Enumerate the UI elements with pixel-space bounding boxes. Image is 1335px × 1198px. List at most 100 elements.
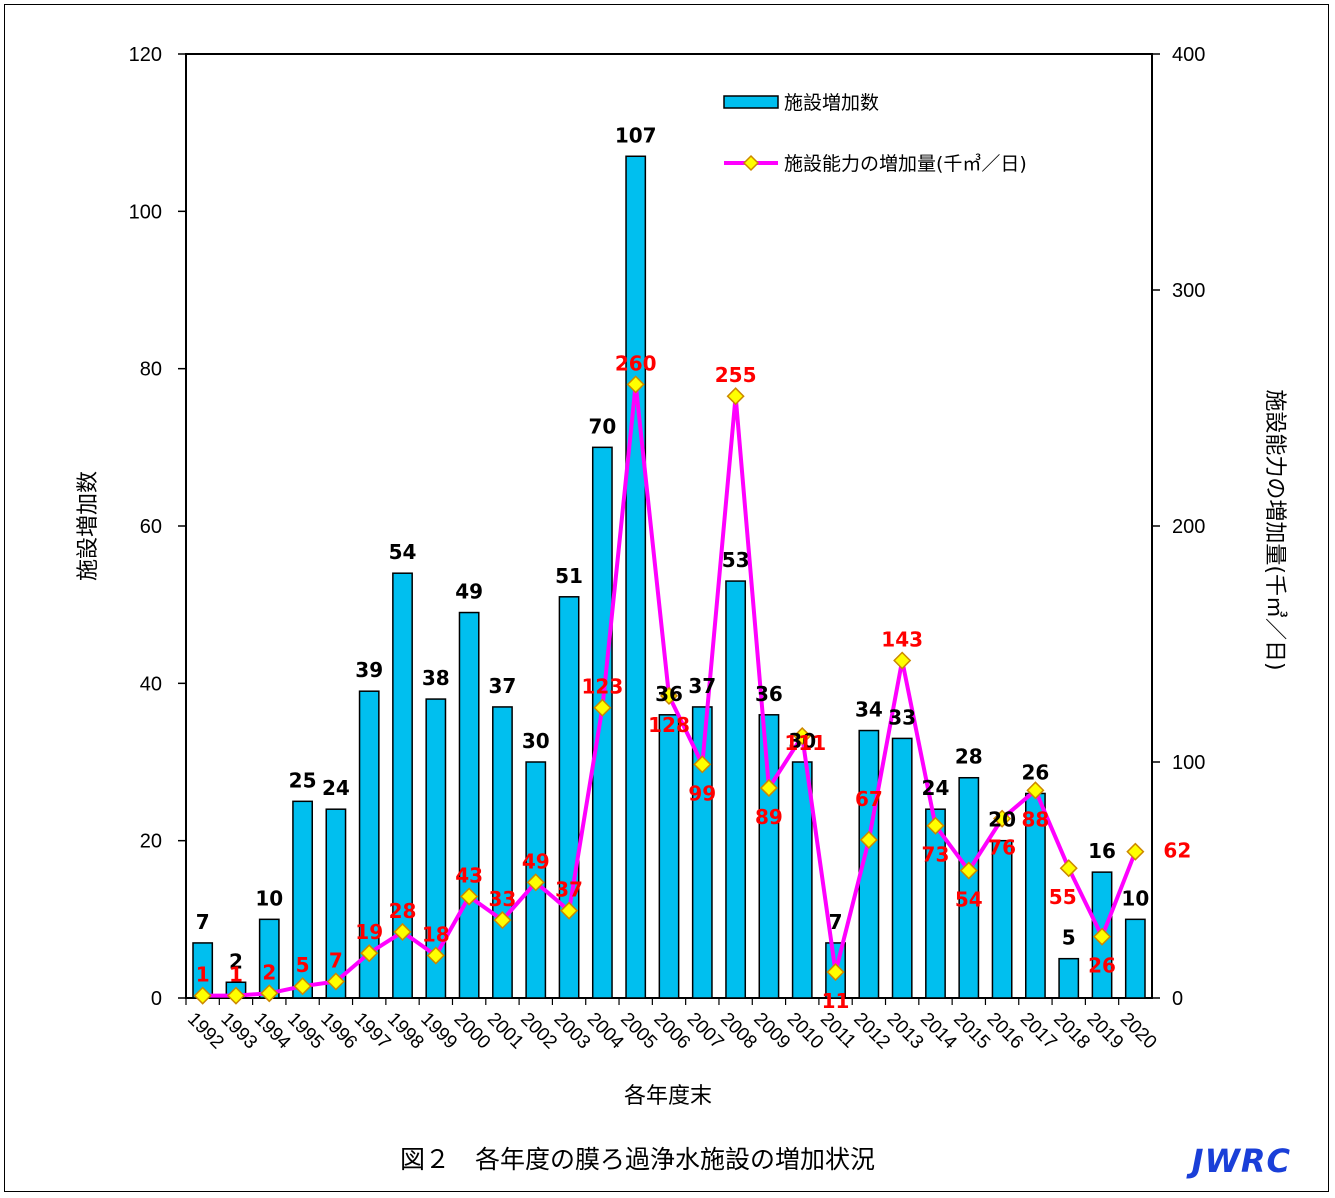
x-tick-label: 2009: [749, 1009, 794, 1054]
bar-value-label: 5: [1062, 926, 1076, 950]
legend-marker-swatch: [742, 154, 760, 172]
x-tick-label: 2018: [1049, 1009, 1094, 1054]
capacity-marker: [959, 861, 978, 880]
y2-tick-label: 400: [1172, 44, 1205, 66]
bar: [625, 155, 647, 999]
bar-value-label: 7: [829, 910, 843, 934]
line-value-label: 123: [582, 675, 624, 699]
capacity-marker: [1059, 859, 1078, 878]
line-value-label: 1: [229, 963, 243, 987]
line-value-label: 2: [262, 960, 276, 984]
line-value-label: 33: [489, 887, 517, 911]
x-tick-label: 1996: [316, 1009, 361, 1054]
line-value-label: 26: [1088, 954, 1116, 978]
bar-value-label: 26: [1021, 760, 1049, 784]
x-axis-title: 各年度末: [624, 1084, 712, 1109]
line-value-label: 73: [922, 843, 950, 867]
legend-line-label: 施設能力の増加量(千㎥／日): [784, 153, 1027, 175]
capacity-marker: [493, 911, 512, 930]
x-tick-label: 2015: [949, 1009, 994, 1054]
line-value-label: 54: [955, 888, 983, 912]
line-value-label: 143: [881, 628, 923, 652]
y-tick-label: 100: [129, 201, 162, 223]
y2-tick-label: 200: [1172, 516, 1205, 538]
bar: [725, 580, 747, 999]
bar-value-label: 28: [955, 745, 983, 769]
line-value-label: 7: [329, 948, 343, 972]
line-value-label: 62: [1163, 839, 1191, 863]
line-value-label: 76: [988, 836, 1016, 860]
capacity-marker: [526, 873, 545, 892]
bar-value-label: 20: [988, 808, 1016, 832]
capacity-marker: [926, 816, 945, 835]
capacity-marker: [193, 986, 212, 1005]
legend-bar-label: 施設増加数: [784, 92, 879, 114]
line-value-label: 89: [755, 805, 783, 829]
x-tick-label: 2017: [1016, 1009, 1061, 1054]
y-axis-title: 施設増加数: [76, 471, 101, 581]
y-tick-label: 0: [151, 988, 162, 1010]
capacity-marker: [826, 962, 845, 982]
x-tick-label: 1998: [383, 1009, 428, 1054]
bar-value-label: 51: [555, 564, 583, 588]
bar-value-label: 30: [788, 729, 816, 753]
bar: [858, 729, 880, 999]
capacity-marker: [426, 946, 445, 965]
bar-value-label: 24: [322, 776, 350, 800]
bar-value-label: 24: [922, 776, 950, 800]
bar-value-label: 2: [229, 949, 243, 973]
line-value-label: 260: [615, 351, 657, 375]
x-tick-label: 2004: [583, 1009, 628, 1054]
figure-caption: 図２ 各年度の膜ろ過浄水施設の増加状況: [400, 1145, 876, 1174]
bar: [492, 706, 513, 999]
bar-value-label: 34: [855, 698, 883, 722]
x-tick-label: 1997: [350, 1009, 395, 1054]
bar-value-label: 7: [196, 910, 210, 934]
x-tick-label: 2013: [883, 1009, 928, 1054]
y2-tick-label: 300: [1172, 280, 1205, 302]
bar: [691, 706, 713, 999]
x-tick-label: 2012: [849, 1009, 894, 1054]
bar: [558, 596, 580, 999]
x-tick-label: 2001: [483, 1009, 528, 1054]
y-tick-label: 20: [140, 831, 162, 853]
x-tick-label: 2011: [816, 1009, 860, 1053]
x-tick-label: 2016: [983, 1009, 1028, 1054]
bar: [358, 690, 380, 999]
bar-value-label: 16: [1088, 839, 1116, 863]
x-tick-label: 1993: [216, 1009, 261, 1054]
bar: [591, 446, 613, 999]
bar-value-label: 107: [615, 123, 657, 147]
capacity-marker: [560, 901, 579, 920]
bar: [292, 800, 313, 999]
capacity-marker: [726, 387, 745, 406]
x-tick-label: 1992: [183, 1009, 228, 1054]
line-value-label: 111: [784, 731, 826, 755]
bar: [1124, 918, 1146, 999]
bar-value-label: 25: [289, 768, 317, 792]
x-tick-label: 2005: [616, 1009, 661, 1054]
y-tick-label: 60: [140, 516, 162, 538]
y2-tick-label: 0: [1172, 988, 1183, 1010]
bar: [925, 808, 946, 999]
x-tick-label: 2020: [1116, 1009, 1161, 1054]
bar-value-label: 70: [588, 414, 616, 438]
line-value-label: 67: [855, 787, 883, 811]
bar: [958, 776, 980, 999]
bar: [791, 761, 813, 999]
capacity-marker: [659, 686, 679, 705]
bar: [392, 572, 413, 999]
bar-value-label: 39: [355, 658, 383, 682]
capacity-marker: [260, 984, 279, 1003]
capacity-marker: [1092, 927, 1112, 946]
capacity-marker: [1026, 781, 1045, 800]
legend-bar-swatch: [723, 95, 779, 109]
bar: [991, 839, 1013, 999]
capacity-marker: [593, 698, 612, 717]
y2-tick-label: 100: [1172, 752, 1205, 774]
bar: [325, 808, 347, 999]
capacity-marker: [793, 726, 812, 746]
capacity-marker: [460, 887, 479, 906]
bar-value-label: 37: [688, 674, 716, 698]
